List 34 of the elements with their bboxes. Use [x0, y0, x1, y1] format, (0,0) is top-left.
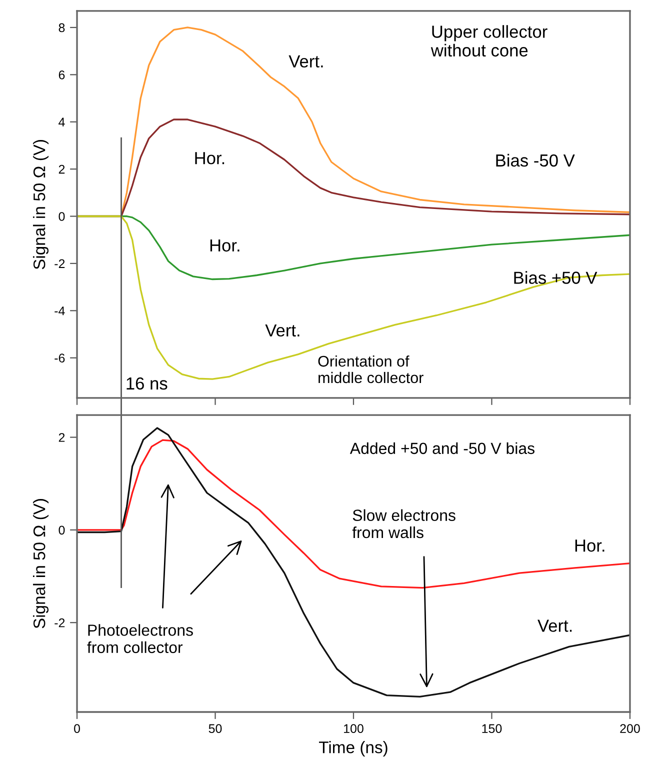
y-tick-label: -2 [54, 618, 65, 628]
x-tick-label: 200 [620, 724, 640, 734]
y-tick-label: -2 [54, 259, 65, 268]
y-tick-label: 2 [58, 164, 65, 174]
y-tick-label: -4 [54, 306, 65, 316]
y-tick-label: 0 [58, 526, 65, 535]
x-tick-label: 0 [74, 724, 80, 734]
y-tick-label: 4 [58, 118, 65, 126]
series-label: Hor. [575, 540, 604, 552]
y-tick-label: 8 [58, 23, 65, 32]
y-tick-label: -6 [54, 354, 65, 362]
x-tick-label: 50 [208, 724, 222, 734]
ref-line-label: 16 ns [126, 377, 168, 390]
line-series [77, 439, 630, 589]
x-tick-label: 100 [344, 724, 364, 734]
annotation: Slow electrons from walls [352, 509, 456, 538]
annotation: Added +50 and -50 V bias [350, 442, 534, 454]
line-series [77, 427, 630, 698]
series-label: Vert. [288, 55, 323, 68]
x-axis-title: Time (ns) [318, 741, 388, 757]
x-tick-label: 150 [482, 724, 502, 734]
series-label: Hor. [210, 239, 240, 252]
annotation: Orientation of middle collector [318, 355, 424, 384]
series-label: Vert. [538, 620, 572, 632]
annotation: Photoelectrons from collector [87, 624, 193, 654]
annotation: Upper collector without cone [430, 25, 548, 57]
series-label: Hor. [195, 152, 224, 164]
y-tick-label: 2 [58, 433, 65, 442]
series-label: Vert. [265, 324, 300, 337]
y-tick-label: 6 [58, 70, 65, 80]
y-tick-label: 0 [58, 212, 65, 221]
annotation: Bias -50 V [496, 154, 575, 167]
y-axis-title: Signal in 50 Ω (V) [33, 140, 49, 270]
y-axis-title: Signal in 50 Ω (V) [33, 499, 49, 628]
